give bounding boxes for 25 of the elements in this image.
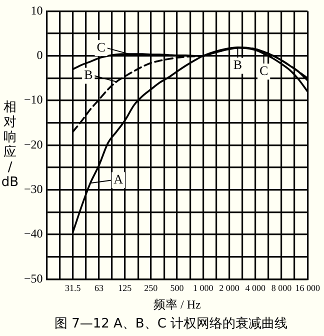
y-tick-label: −40	[24, 226, 43, 241]
x-tick-label: 250	[144, 282, 158, 293]
x-tick-label: 125	[118, 282, 132, 293]
y-tick-label: 10	[30, 3, 43, 18]
y-tick-label: 0	[36, 48, 43, 62]
x-tick-label: 31.5	[65, 282, 82, 293]
x-tick-label: 500	[170, 282, 184, 293]
x-tick-label: 4 000	[245, 282, 266, 293]
x-tick-label: 16 000	[295, 282, 320, 293]
x-tick-label: 63	[94, 282, 104, 293]
x-tick-label: 2 000	[219, 282, 240, 293]
y-tick-label: −50	[24, 271, 43, 286]
annotation: B	[84, 67, 94, 82]
y-axis-title: 相对响应/dB	[1, 100, 19, 190]
annotation: C	[259, 63, 268, 78]
text: 图 7—12 A、B、C 计权网络的衰减曲线	[54, 316, 288, 332]
x-tick-label: 1 000	[193, 282, 214, 293]
annotation: B	[233, 57, 242, 72]
annotation: C	[96, 40, 106, 54]
y-tick-label: −20	[24, 137, 43, 152]
annotation: A	[114, 172, 124, 187]
x-axis-title: 频率 / Hz	[154, 297, 201, 312]
y-tick-label: −30	[24, 182, 43, 196]
y-tick-label: −10	[24, 92, 43, 107]
x-tick-label: 8 000	[271, 282, 292, 293]
